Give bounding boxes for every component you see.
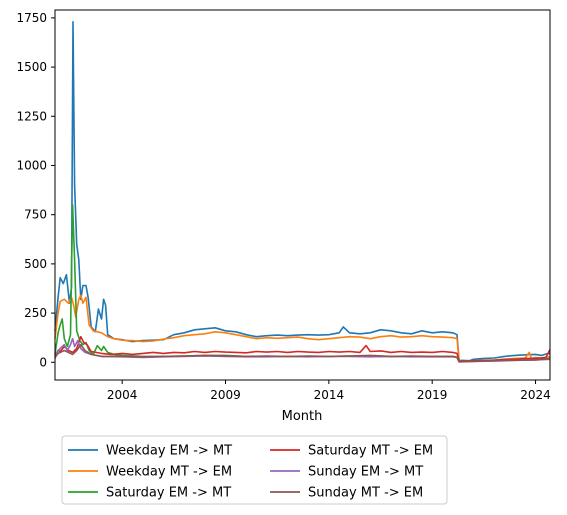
x-tick-label-2: 2014 [314, 388, 345, 402]
x-tick-label-0: 2004 [107, 388, 138, 402]
x-tick-label-1: 2009 [210, 388, 241, 402]
plot-lines [54, 21, 551, 363]
legend-label-2: Weekday MT -> EM [106, 465, 232, 480]
x-tick-label-4: 2024 [520, 388, 551, 402]
legend: Weekday EM -> MT Weekday MT -> EM Saturday… [61, 435, 448, 505]
legend-label-5: Sunday EM -> MT [308, 465, 423, 480]
y-tick-label-5: 1250 [16, 109, 47, 123]
y-tick-label-7: 1750 [16, 11, 47, 25]
y-tick-label-6: 1500 [16, 60, 47, 74]
y-axis-ticks: 0 250 500 750 1000 1250 1500 1750 [16, 11, 55, 369]
y-tick-label-3: 750 [24, 208, 47, 222]
axes-frame [54, 9, 551, 381]
legend-label-1: Weekday EM -> MT [106, 444, 232, 459]
x-axis-label: Month [282, 409, 323, 424]
y-tick-label-0: 0 [39, 355, 47, 369]
x-tick-label-3: 2019 [417, 388, 448, 402]
y-tick-label-2: 500 [24, 257, 47, 271]
series-line-1 [54, 21, 551, 362]
legend-label-6: Sunday MT -> EM [308, 486, 423, 501]
series-line-6 [54, 343, 551, 363]
legend-frame [61, 435, 448, 505]
x-axis-ticks: 2004 2009 2014 2019 2024 [107, 380, 551, 402]
series-line-4 [54, 335, 551, 363]
legend-label-3: Saturday EM -> MT [106, 486, 231, 501]
y-tick-label-1: 250 [24, 306, 47, 320]
y-tick-label-4: 1000 [16, 158, 47, 172]
legend-label-4: Saturday MT -> EM [308, 444, 433, 459]
